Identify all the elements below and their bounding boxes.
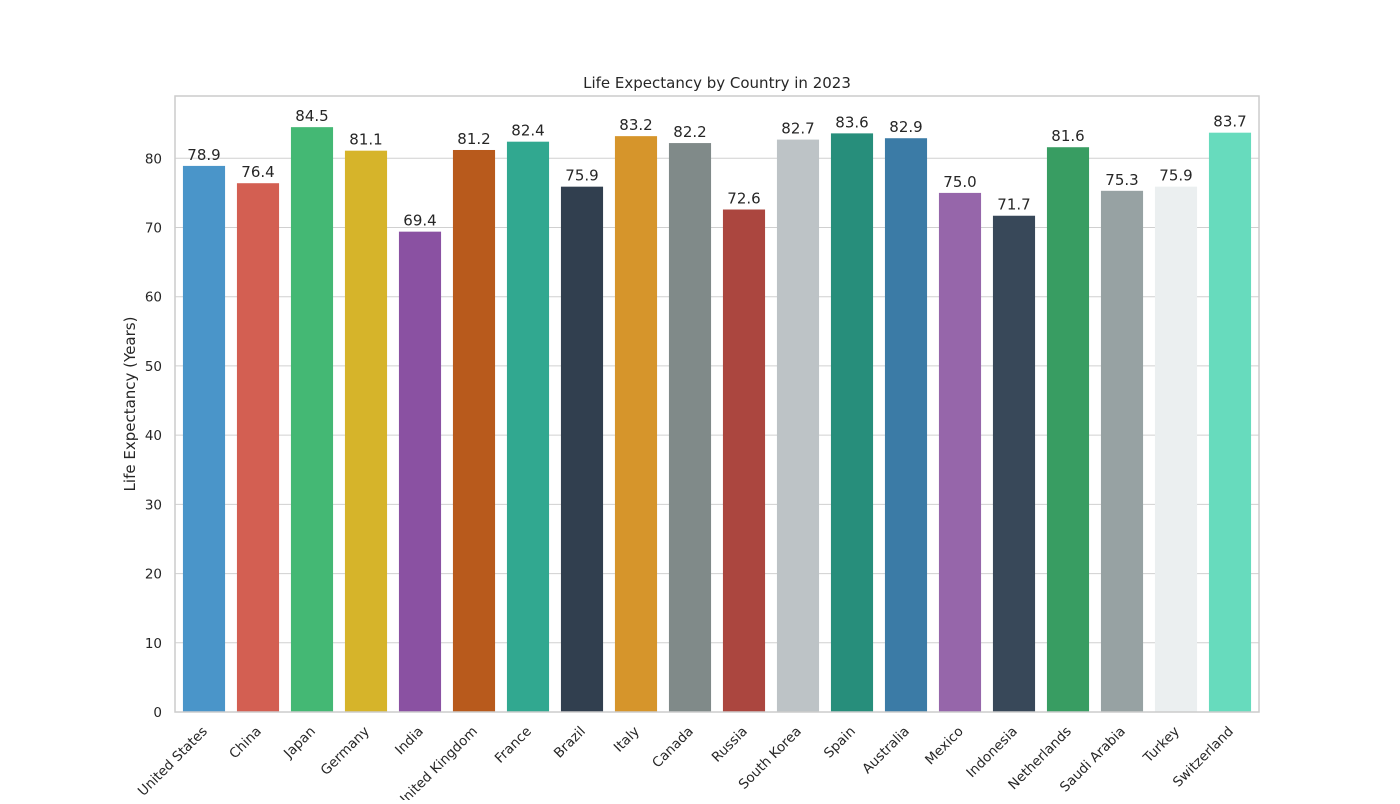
y-tick-label: 80: [145, 151, 162, 167]
bar: [884, 138, 928, 713]
bar-value-label: 81.6: [1051, 127, 1084, 145]
x-tick-label: Turkey: [1140, 724, 1183, 767]
grid-layer: [175, 157, 1259, 713]
bar: [560, 186, 604, 712]
y-axis-label: Life Expectancy (Years): [121, 317, 139, 492]
y-tick-label: 50: [145, 359, 162, 375]
bar-value-label: 69.4: [403, 212, 436, 230]
bar-value-label: 78.9: [187, 146, 220, 164]
x-tick-label: Australia: [859, 724, 913, 778]
x-tick-label: Japan: [280, 724, 319, 763]
bar: [398, 231, 442, 712]
bar-value-label: 84.5: [295, 107, 328, 125]
bar-value-label: 75.0: [943, 173, 976, 191]
bar: [182, 165, 226, 712]
x-tick-label: United States: [135, 724, 211, 800]
y-tick-label: 40: [145, 428, 162, 444]
x-tick-label: Indonesia: [963, 724, 1020, 781]
bar-value-label: 75.3: [1105, 171, 1138, 189]
bar-value-label: 81.2: [457, 130, 490, 148]
bar-value-label: 83.2: [619, 116, 652, 134]
bar: [290, 127, 334, 713]
bar-value-label: 81.1: [349, 131, 382, 149]
bar-value-label: 76.4: [241, 163, 274, 181]
bar: [344, 150, 388, 712]
x-tick-label: China: [226, 724, 265, 763]
x-tick-label: India: [392, 724, 427, 759]
plot-frame: [174, 95, 1260, 713]
chart-title: Life Expectancy by Country in 2023: [583, 74, 851, 92]
bar: [236, 183, 280, 712]
bar: [830, 133, 874, 713]
bar: [668, 143, 712, 712]
x-tick-label: Italy: [611, 724, 643, 756]
bar: [1154, 186, 1198, 712]
bar: [452, 149, 496, 712]
bar-value-label: 71.7: [997, 196, 1030, 214]
y-tick-labels: 0 10 20 30 40 50 60 70 80: [145, 151, 162, 721]
bar: [1208, 132, 1252, 712]
y-tick-label: 30: [145, 497, 162, 513]
bar: [614, 136, 658, 713]
x-tick-label: France: [492, 724, 535, 767]
bar-value-label: 83.6: [835, 113, 868, 131]
y-tick-label: 0: [153, 705, 162, 721]
x-tick-label: Spain: [821, 724, 859, 762]
bars-layer: [182, 127, 1252, 713]
bar: [776, 139, 820, 712]
bar: [938, 192, 982, 713]
bar-value-label: 82.2: [673, 123, 706, 141]
y-tick-label: 70: [145, 221, 162, 237]
bar: [992, 215, 1036, 712]
bar-value-label: 82.9: [889, 118, 922, 136]
x-tick-label: Canada: [649, 724, 697, 772]
bar-value-label: 75.9: [565, 167, 598, 185]
y-tick-label: 10: [145, 636, 162, 652]
x-tick-label: Brazil: [551, 724, 589, 762]
bar-value-label: 82.4: [511, 122, 544, 140]
value-labels: 78.9 76.4 84.5 81.1 69.4 81.2 82.4 75.9 83.2 82.2…: [187, 107, 1246, 230]
bar: [722, 209, 766, 712]
bar-value-label: 72.6: [727, 190, 760, 208]
bar: [1046, 147, 1090, 713]
bar-value-label: 83.7: [1213, 113, 1246, 131]
bar: [506, 141, 550, 712]
x-tick-label: Germany: [318, 724, 373, 779]
y-tick-label: 60: [145, 290, 162, 306]
bar-value-label: 82.7: [781, 120, 814, 138]
bar: [1100, 190, 1144, 712]
x-tick-label: Mexico: [922, 724, 967, 769]
x-tick-label: Russia: [709, 724, 751, 766]
bar-value-label: 75.9: [1159, 167, 1192, 185]
y-tick-label: 20: [145, 567, 162, 583]
